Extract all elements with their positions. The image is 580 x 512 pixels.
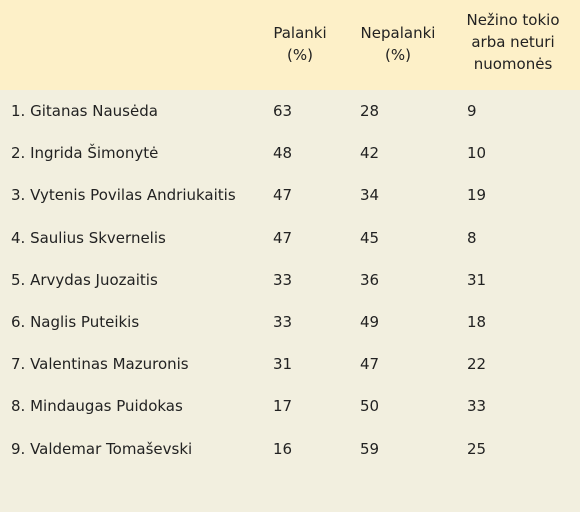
unfavorable-value: 47: [360, 355, 380, 374]
table-row: 8. Mindaugas Puidokas 17 50 33: [0, 385, 580, 427]
candidate-name: 2. Ingrida Šimonytė: [11, 144, 159, 163]
table-header: Palanki (%) Nepalanki (%) Nežino tokio a…: [0, 0, 580, 90]
candidate-name: 4. Saulius Skvernelis: [11, 228, 166, 247]
no-opinion-value: 18: [467, 312, 487, 331]
candidate-name: 7. Valentinas Mazuronis: [11, 355, 189, 374]
table-row: 1. Gitanas Nausėda 63 28 9: [0, 90, 580, 132]
no-opinion-value: 19: [467, 186, 487, 205]
no-opinion-value: 25: [467, 439, 487, 458]
no-opinion-value: 33: [467, 397, 487, 416]
favorable-value: 31: [273, 355, 293, 374]
header-no-opinion: Nežino tokio arba neturi nuomonės: [466, 11, 560, 73]
no-opinion-value: 31: [467, 270, 487, 289]
unfavorable-value: 34: [360, 186, 380, 205]
unfavorable-value: 49: [360, 312, 380, 331]
favorable-value: 17: [273, 397, 293, 416]
table-row: 7. Valentinas Mazuronis 31 47 22: [0, 343, 580, 385]
candidate-name: 3. Vytenis Povilas Andriukaitis: [11, 186, 236, 205]
table-row: 5. Arvydas Juozaitis 33 36 31: [0, 259, 580, 301]
table-row: 6. Naglis Puteikis 33 49 18: [0, 301, 580, 343]
candidate-name: 8. Mindaugas Puidokas: [11, 397, 183, 416]
unfavorable-value: 28: [360, 102, 380, 120]
favorable-value: 33: [273, 312, 293, 331]
candidate-name: 1. Gitanas Nausėda: [11, 102, 158, 120]
header-unfavorable: Nepalanki (%): [360, 24, 436, 64]
unfavorable-value: 36: [360, 270, 380, 289]
no-opinion-value: 8: [467, 228, 477, 247]
favorable-value: 33: [273, 270, 293, 289]
table-row: 4. Saulius Skvernelis 47 45 8: [0, 217, 580, 259]
table-row: 9. Valdemar Tomaševski 16 59 25: [0, 428, 580, 470]
favorable-value: 63: [273, 102, 293, 120]
no-opinion-value: 22: [467, 355, 487, 374]
no-opinion-value: 10: [467, 144, 487, 163]
unfavorable-value: 59: [360, 439, 380, 458]
favorable-value: 16: [273, 439, 293, 458]
unfavorable-value: 45: [360, 228, 380, 247]
unfavorable-value: 50: [360, 397, 380, 416]
table-row: 3. Vytenis Povilas Andriukaitis 47 34 19: [0, 174, 580, 216]
favorable-value: 47: [273, 186, 293, 205]
favorable-value: 48: [273, 144, 293, 163]
candidate-name: 5. Arvydas Juozaitis: [11, 270, 158, 289]
unfavorable-value: 42: [360, 144, 380, 163]
table-row: 2. Ingrida Šimonytė 48 42 10: [0, 132, 580, 174]
table-body: 1. Gitanas Nausėda 63 28 9 2. Ingrida Ši…: [0, 90, 580, 470]
candidate-name: 9. Valdemar Tomaševski: [11, 439, 193, 458]
no-opinion-value: 9: [467, 102, 477, 120]
header-favorable: Palanki (%): [273, 24, 327, 64]
candidate-name: 6. Naglis Puteikis: [11, 312, 140, 331]
favorable-value: 47: [273, 228, 293, 247]
